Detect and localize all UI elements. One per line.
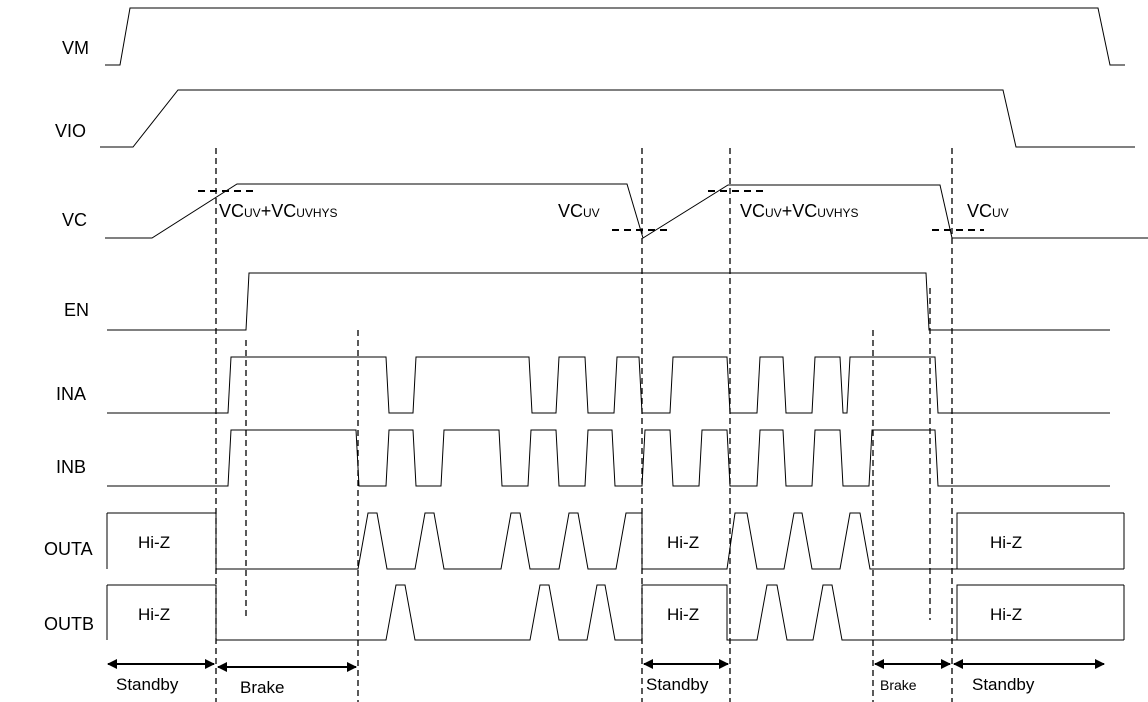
vm-waveform <box>105 7 1125 66</box>
brake-label-1: Brake <box>240 678 284 697</box>
brake-label-2: Brake <box>880 677 917 693</box>
hiz-label-outa-1: Hi-Z <box>138 533 170 552</box>
ina-waveform <box>107 356 1110 414</box>
standby-label-3: Standby <box>972 675 1035 694</box>
annotation-vcuv-vcuvhys-2: VCUV+VCUVHYS <box>740 201 859 221</box>
outa-waveform <box>107 512 1124 570</box>
hiz-label-outb-2: Hi-Z <box>667 605 699 624</box>
outb-waveform <box>107 584 1124 641</box>
hiz-label-outa-3: Hi-Z <box>990 533 1022 552</box>
signal-label-vm: VM <box>62 38 89 58</box>
signal-label-vc: VC <box>62 210 87 230</box>
annotation-vcuv-vcuvhys-1: VCUV+VCUVHYS <box>219 201 338 221</box>
standby-label-1: Standby <box>116 675 179 694</box>
signal-label-en: EN <box>64 300 89 320</box>
standby-label-2: Standby <box>646 675 709 694</box>
signal-label-vio: VIO <box>55 121 86 141</box>
hiz-label-outa-2: Hi-Z <box>667 533 699 552</box>
signal-label-outb: OUTB <box>44 614 94 634</box>
signal-label-inb: INB <box>56 457 86 477</box>
signal-label-ina: INA <box>56 384 86 404</box>
hiz-label-outb-1: Hi-Z <box>138 605 170 624</box>
annotation-vcuv-1: VCUV <box>558 201 600 221</box>
inb-waveform <box>107 429 1110 487</box>
vc-waveform <box>105 183 1148 239</box>
annotation-vcuv-2: VCUV <box>967 201 1009 221</box>
signal-label-outa: OUTA <box>44 539 93 559</box>
en-waveform <box>107 272 1110 331</box>
hiz-label-outb-3: Hi-Z <box>990 605 1022 624</box>
vio-waveform <box>100 89 1135 148</box>
